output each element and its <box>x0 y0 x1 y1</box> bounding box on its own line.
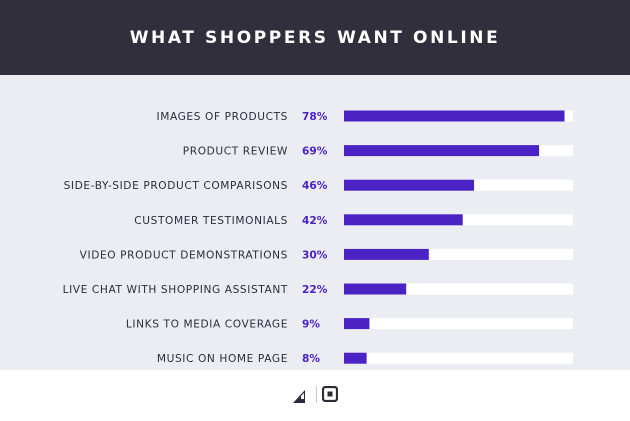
value-label: 78% <box>302 111 328 123</box>
chart-panel: IMAGES OF PRODUCTS 78% PRODUCT REVIEW 69% SI… <box>0 75 630 370</box>
value-label: 69% <box>302 146 328 158</box>
value-label: 22% <box>302 284 328 296</box>
bar <box>344 145 540 157</box>
chart-title: WHAT SHOPPERS WANT ONLINE <box>129 27 501 48</box>
bar <box>344 318 370 330</box>
logo-divider <box>316 386 317 403</box>
category-label: VIDEO PRODUCT DEMONSTRATIONS <box>80 249 288 261</box>
category-label: LINKS TO MEDIA COVERAGE <box>126 319 288 331</box>
footer <box>0 370 630 421</box>
value-label: 46% <box>302 180 328 192</box>
bar-track <box>344 318 573 330</box>
bar <box>344 283 407 295</box>
bar-track <box>344 352 573 364</box>
bar <box>344 352 367 364</box>
bigcommerce-logo-icon <box>293 390 305 403</box>
bar <box>344 110 565 122</box>
category-label: CUSTOMER TESTIMONIALS <box>134 215 288 227</box>
bar <box>344 179 475 191</box>
bar <box>344 248 429 260</box>
category-label: MUSIC ON HOME PAGE <box>157 353 288 365</box>
chart-header: WHAT SHOPPERS WANT ONLINE <box>0 0 630 75</box>
category-label: LIVE CHAT WITH SHOPPING ASSISTANT <box>63 284 288 296</box>
bar <box>344 214 463 226</box>
bar-track <box>344 283 573 295</box>
value-label: 30% <box>302 249 328 261</box>
square-logo-icon <box>322 386 338 402</box>
bar-track <box>344 248 573 260</box>
category-label: PRODUCT REVIEW <box>183 146 288 158</box>
value-label: 8% <box>302 353 320 365</box>
category-label: SIDE-BY-SIDE PRODUCT COMPARISONS <box>64 180 288 192</box>
value-label: 9% <box>302 319 320 331</box>
bar-chart: IMAGES OF PRODUCTS 78% PRODUCT REVIEW 69% SI… <box>63 110 573 365</box>
category-label: IMAGES OF PRODUCTS <box>156 111 288 123</box>
value-label: 42% <box>302 215 328 227</box>
